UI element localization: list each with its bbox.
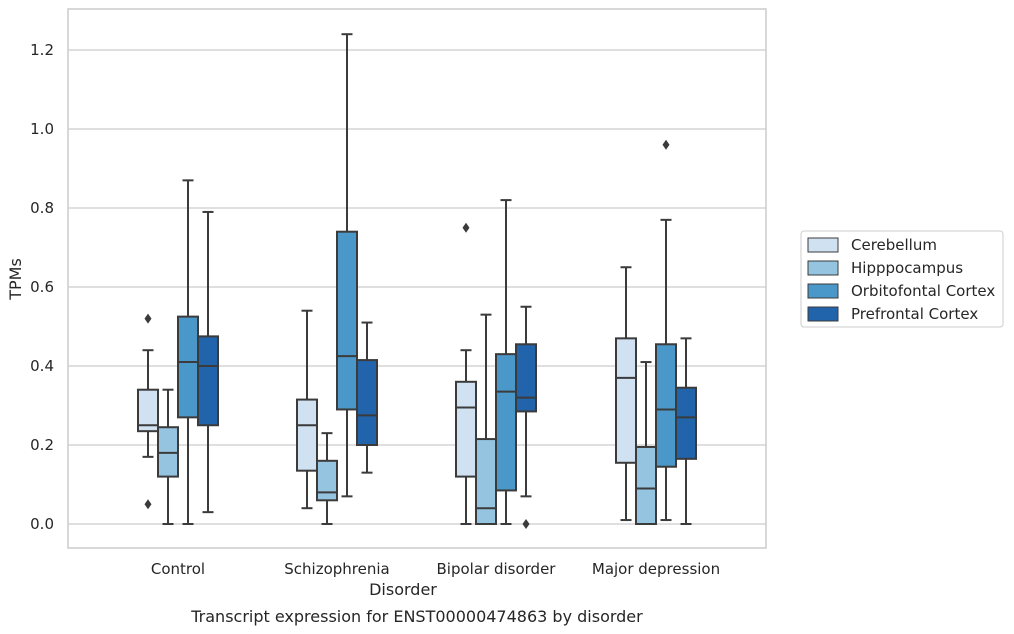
y-tick-label: 1.2 [30,41,54,59]
legend-label: Cerebellum [851,236,937,254]
iqr-box [655,343,677,468]
y-tick-labels: 0.0 0.2 0.4 0.6 0.8 1.0 1.2 [30,41,54,533]
legend-label: Prefrontal Cortex [851,305,978,323]
iqr-box [356,359,378,447]
iqr-box [177,315,199,419]
legend-label: Orbitofontal Cortex [851,282,995,300]
y-tick-label: 0.8 [30,199,54,217]
iqr-box [296,398,318,472]
y-axis-label: TPMs [6,258,25,301]
iqr-box [635,445,657,526]
outlier-point [144,499,152,510]
iqr-box [515,343,537,413]
iqr-box [316,459,338,502]
boxes [137,33,697,529]
box-prefrontal-cortex [515,305,537,529]
y-tick-label: 0.4 [30,357,54,375]
outlier-point [662,139,670,150]
box-hipppocampus [635,361,657,526]
plot-frame [67,8,767,549]
outlier-point [522,519,530,529]
legend-swatch [807,283,839,299]
iqr-box [336,230,358,411]
x-tick-labels: Control Schizophrenia Bipolar disorder Majo… [151,560,720,578]
outlier-point [144,313,152,324]
box-hipppocampus [316,432,338,525]
box-prefrontal-cortex [675,337,697,525]
box-hipppocampus [157,388,179,525]
legend-label: Hipppocampus [851,259,963,277]
box-orbitofontal-cortex [177,179,199,525]
iqr-box [475,438,497,526]
box-cerebellum [296,309,318,510]
legend-swatch [807,237,839,253]
box-cerebellum [615,266,637,522]
legend-swatch [807,260,839,276]
box-orbitofontal-cortex [655,139,677,522]
box-cerebellum [137,313,159,510]
x-axis-label: Disorder [369,580,437,599]
iqr-box [675,386,697,460]
iqr-box [615,337,637,464]
x-tick-label: Schizophrenia [284,560,389,578]
box-prefrontal-cortex [356,321,378,474]
iqr-box [455,380,477,478]
chart-caption: Transcript expression for ENST0000047486… [190,607,643,626]
iqr-box [495,353,517,492]
box-cerebellum [455,222,477,525]
y-tick-label: 1.0 [30,120,54,138]
legend: Cerebellum Hipppocampus Orbitofontal Corte… [800,230,1004,328]
box-hipppocampus [475,313,497,526]
legend-swatch [807,306,839,322]
y-tick-label: 0.6 [30,278,54,296]
box-prefrontal-cortex [197,210,219,514]
iqr-box [197,335,219,427]
x-tick-label: Bipolar disorder [437,560,557,578]
box-orbitofontal-cortex [495,199,517,525]
outlier-point [462,222,470,233]
box-orbitofontal-cortex [336,33,358,498]
x-tick-label: Major depression [592,560,720,578]
y-tick-label: 0.2 [30,436,54,454]
x-tick-label: Control [151,560,205,578]
legend-frame [800,230,1004,328]
iqr-box [137,388,159,433]
y-tick-label: 0.0 [30,515,54,533]
